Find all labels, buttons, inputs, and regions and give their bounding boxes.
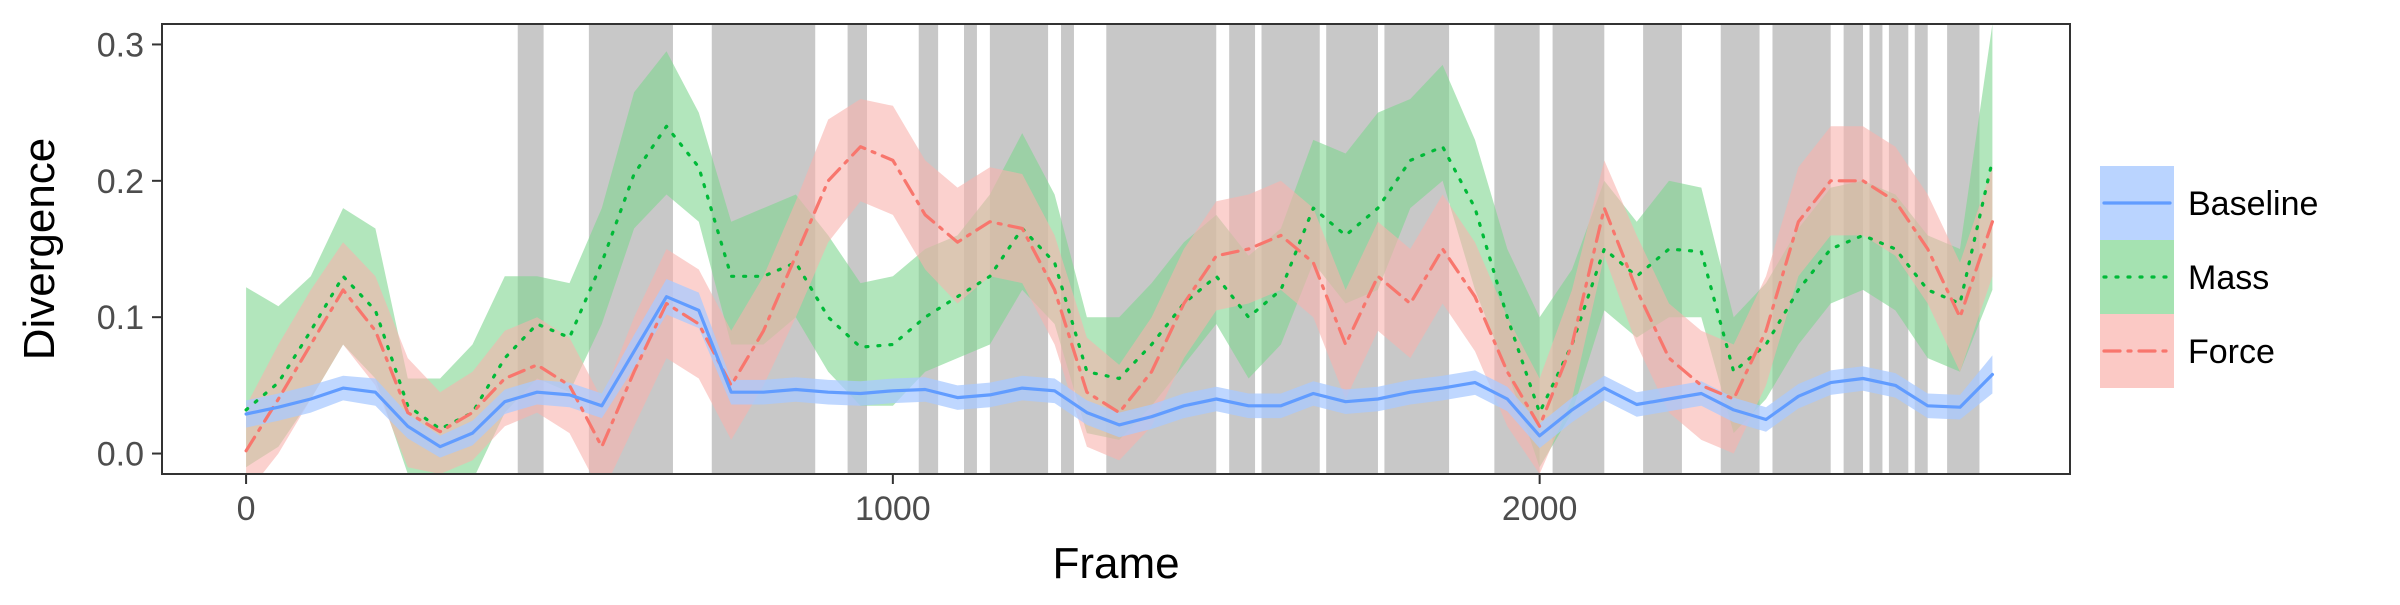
legend-label-baseline: Baseline xyxy=(2188,185,2318,223)
x-tick-label: 1000 xyxy=(855,490,931,528)
axes: 0 1000 2000 0.0 0.1 0.2 0.3 xyxy=(97,26,1578,528)
line-baseline xyxy=(244,295,1995,449)
x-axis-label: Frame xyxy=(1052,539,1179,588)
series-lines xyxy=(244,124,1995,453)
legend-label-force: Force xyxy=(2188,333,2275,371)
legend: Baseline Mass Force xyxy=(2100,166,2318,388)
x-tick-label: 0 xyxy=(237,490,256,528)
y-tick-label: 0.3 xyxy=(97,26,144,64)
band-force xyxy=(246,99,1993,474)
y-tick-label: 0.1 xyxy=(97,299,144,337)
shaded-interval xyxy=(847,24,867,474)
y-tick-label: 0.0 xyxy=(97,436,144,474)
y-axis-label: Divergence xyxy=(15,138,64,361)
band-baseline xyxy=(246,279,1993,458)
x-tick-label: 2000 xyxy=(1502,490,1578,528)
y-tick-label: 0.2 xyxy=(97,163,144,201)
legend-label-mass: Mass xyxy=(2188,259,2269,297)
plot-panel-border xyxy=(161,23,2071,475)
line-mass xyxy=(244,124,1995,431)
legend-key-mass xyxy=(2100,240,2174,314)
confidence-bands xyxy=(246,24,1993,474)
